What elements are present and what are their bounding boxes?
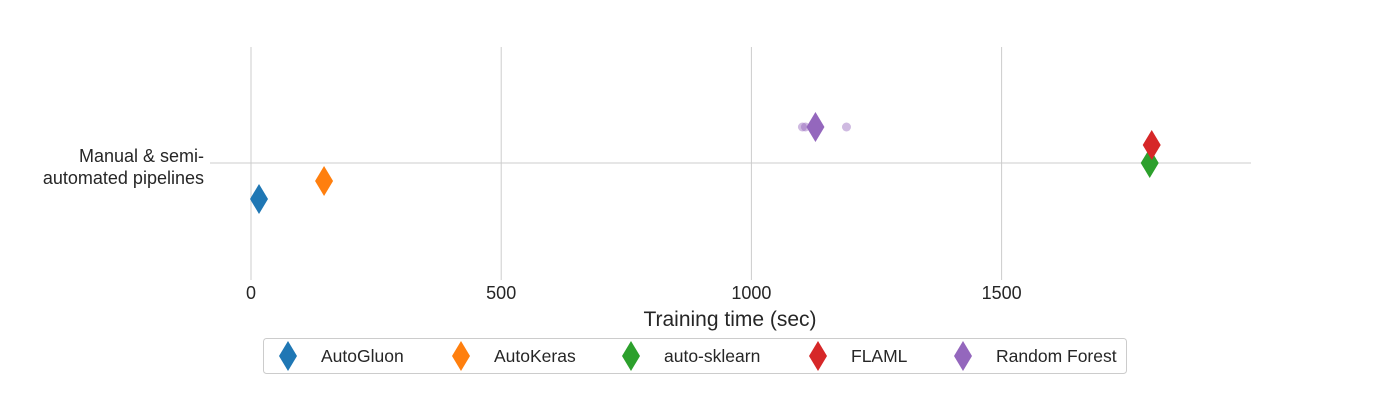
outlier-point [841, 122, 851, 132]
mean-point-flaml [1142, 130, 1161, 160]
y-category-label-line1: Manual & semi- [79, 146, 204, 166]
y-category-label-line2: automated pipelines [43, 168, 204, 188]
outlier-point [800, 122, 810, 132]
legend-marker [452, 341, 470, 371]
legend-label: Random Forest [996, 346, 1117, 366]
legend-label: AutoKeras [494, 346, 576, 366]
y-category-label: Manual & semi- automated pipelines [43, 146, 204, 188]
grid [210, 47, 1251, 280]
x-tick-label: 1500 [982, 283, 1022, 303]
legend: AutoGluon AutoKeras auto-sklearn FLAML Rando… [263, 338, 1127, 374]
x-tick-label: 500 [486, 283, 516, 303]
mean-point-random-forest [806, 112, 825, 142]
data-points [250, 112, 1161, 214]
x-axis-title: Training time (sec) [643, 308, 816, 331]
legend-frame [263, 338, 1127, 374]
legend-label: auto-sklearn [664, 346, 760, 366]
x-tick-label: 0 [246, 283, 256, 303]
outlier-point [797, 122, 807, 132]
legend-marker [809, 341, 827, 371]
legend-marker [279, 341, 297, 371]
x-tick-labels: 0 500 1000 1500 [246, 283, 1022, 303]
x-tick-label: 1000 [731, 283, 771, 303]
legend-label: FLAML [851, 346, 908, 366]
legend-marker [622, 341, 640, 371]
mean-point-autogluon [250, 184, 269, 214]
legend-marker [954, 341, 972, 371]
legend-label: AutoGluon [321, 346, 404, 366]
mean-point-autokeras [315, 166, 334, 196]
